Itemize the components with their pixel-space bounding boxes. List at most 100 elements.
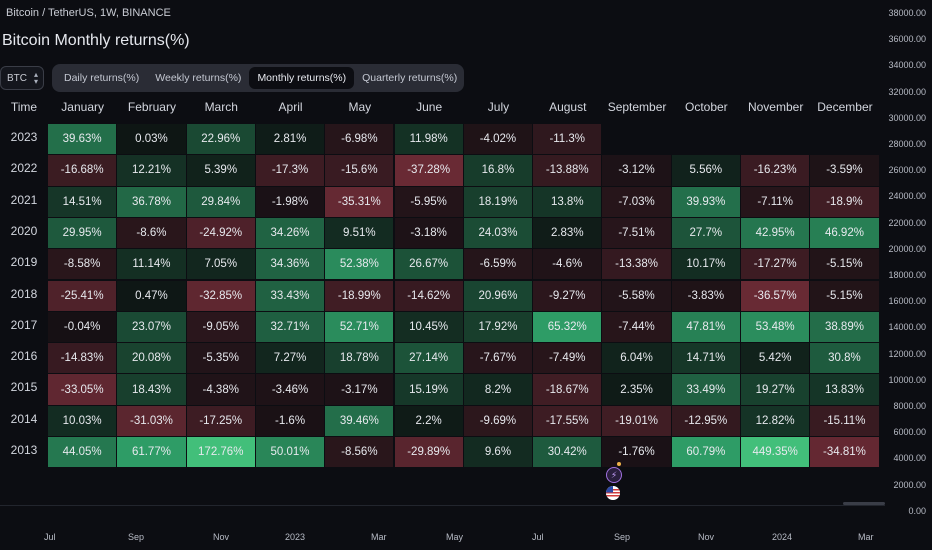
time-column-header: Time bbox=[10, 100, 38, 114]
return-cell: 46.92% bbox=[810, 217, 879, 249]
return-cell: -4.6% bbox=[533, 249, 602, 280]
return-cell: -7.44% bbox=[602, 311, 671, 343]
month-header-november: November bbox=[747, 100, 804, 114]
year-label: 2015 bbox=[10, 380, 38, 395]
return-cell: -9.05% bbox=[186, 311, 255, 343]
tab-monthly-returns[interactable]: Monthly returns(%) bbox=[249, 67, 355, 89]
price-tick-label: 16000.00 bbox=[888, 296, 926, 307]
month-header-april: April bbox=[278, 100, 303, 114]
return-cell: -13.88% bbox=[533, 155, 602, 186]
return-cell: 13.8% bbox=[533, 186, 602, 217]
return-cell: 9.51% bbox=[325, 217, 394, 249]
return-cell: -36.57% bbox=[741, 280, 810, 311]
chevron-updown-icon: ▴ ▾ bbox=[33, 70, 38, 86]
return-cell: 18.78% bbox=[325, 343, 394, 374]
return-cell: 5.39% bbox=[186, 155, 255, 186]
return-cell: 5.56% bbox=[671, 155, 740, 186]
return-cell: -3.17% bbox=[325, 374, 394, 405]
return-cell: 33.49% bbox=[671, 374, 740, 405]
return-cell: 17.92% bbox=[463, 311, 533, 343]
return-cell: -3.83% bbox=[671, 280, 740, 311]
return-cell: 42.95% bbox=[741, 217, 810, 249]
event-dot bbox=[617, 462, 621, 466]
month-header-december: December bbox=[817, 100, 873, 114]
return-cell: -35.31% bbox=[325, 186, 394, 217]
return-cell: -3.18% bbox=[394, 217, 463, 249]
year-label: 2023 bbox=[10, 130, 38, 144]
lightning-icon[interactable]: ⚡ bbox=[606, 467, 622, 483]
price-tick-label: 4000.00 bbox=[893, 453, 926, 464]
return-cell: 172.76% bbox=[186, 437, 255, 468]
return-cell: -7.03% bbox=[602, 186, 671, 217]
return-cell: -18.9% bbox=[810, 186, 879, 217]
return-cell: 10.03% bbox=[48, 405, 117, 436]
price-tick-label: 0.00 bbox=[908, 505, 926, 516]
return-cell: -6.98% bbox=[325, 124, 394, 155]
return-cell: 13.83% bbox=[810, 374, 879, 405]
return-cell: 22.96% bbox=[186, 124, 255, 155]
return-cell: -37.28% bbox=[394, 155, 463, 186]
price-tick-label: 34000.00 bbox=[888, 60, 926, 71]
tab-quarterly-returns[interactable]: Quarterly returns(%) bbox=[362, 72, 458, 84]
symbol-select[interactable]: BTC ▴ ▾ bbox=[0, 66, 44, 90]
return-cell: -5.15% bbox=[810, 249, 879, 280]
time-tick-label: May bbox=[446, 532, 464, 542]
return-cell: 27.7% bbox=[671, 217, 740, 249]
return-cell: -7.11% bbox=[741, 186, 810, 217]
chart-scroll-handle[interactable] bbox=[843, 502, 885, 505]
return-cell: 34.36% bbox=[255, 249, 325, 280]
return-cell: 10.17% bbox=[671, 249, 740, 280]
return-cell: 39.63% bbox=[48, 124, 117, 155]
return-cell: -31.03% bbox=[117, 405, 186, 436]
price-tick-label: 18000.00 bbox=[888, 270, 926, 280]
price-tick-label: 10000.00 bbox=[888, 374, 926, 385]
return-cell: -17.55% bbox=[533, 405, 602, 436]
return-cell: -1.98% bbox=[255, 186, 325, 217]
return-cell: -6.59% bbox=[463, 249, 533, 280]
return-cell: 2.2% bbox=[394, 405, 463, 436]
return-cell: -7.67% bbox=[463, 343, 533, 374]
return-cell: 9.6% bbox=[463, 437, 533, 468]
return-cell: -24.92% bbox=[186, 217, 255, 249]
return-cell: -15.11% bbox=[810, 405, 879, 436]
return-cell: -7.49% bbox=[533, 343, 602, 374]
return-cell: 2.35% bbox=[602, 374, 671, 405]
return-cell: -5.95% bbox=[394, 186, 463, 217]
time-tick-label: Mar bbox=[858, 532, 874, 542]
return-cell: -8.58% bbox=[48, 249, 117, 280]
return-cell: 34.26% bbox=[255, 217, 325, 249]
price-tick-label: 14000.00 bbox=[888, 322, 926, 333]
time-tick-label: 2024 bbox=[772, 532, 793, 542]
time-tick-label: Mar bbox=[371, 532, 387, 542]
return-cell: 0.03% bbox=[117, 124, 186, 155]
tab-daily-returns[interactable]: Daily returns(%) bbox=[64, 72, 140, 84]
return-cell: 16.8% bbox=[463, 155, 533, 186]
return-cell: -13.38% bbox=[602, 249, 671, 280]
return-cell bbox=[810, 124, 878, 154]
return-cell: -16.68% bbox=[48, 155, 117, 186]
return-cell: -3.46% bbox=[255, 374, 325, 405]
return-cell: 65.32% bbox=[533, 311, 602, 343]
time-tick-label: Nov bbox=[698, 532, 715, 542]
return-cell: 29.84% bbox=[186, 186, 255, 217]
month-header-march: March bbox=[204, 100, 238, 114]
year-label: 2020 bbox=[10, 223, 38, 238]
return-cell: 2.81% bbox=[255, 124, 325, 155]
return-cell: -25.41% bbox=[48, 280, 117, 311]
return-cell: -5.15% bbox=[810, 280, 879, 311]
return-cell: -17.27% bbox=[741, 249, 810, 280]
return-cell: 60.79% bbox=[671, 437, 740, 468]
return-cell: 14.51% bbox=[48, 186, 117, 217]
return-cell: 24.03% bbox=[463, 217, 533, 249]
return-cell: 61.77% bbox=[117, 437, 186, 468]
return-cell: 30.8% bbox=[810, 343, 879, 374]
price-tick-label: 24000.00 bbox=[888, 191, 926, 202]
us-flag-icon[interactable] bbox=[606, 486, 620, 500]
return-cell: 53.48% bbox=[741, 311, 810, 343]
time-tick-label: Nov bbox=[213, 532, 230, 542]
year-label: 2014 bbox=[10, 411, 38, 426]
year-label: 2016 bbox=[10, 349, 38, 364]
tab-weekly-returns[interactable]: Weekly returns(%) bbox=[155, 72, 242, 84]
return-cell: -34.81% bbox=[810, 437, 879, 468]
return-cell: 52.71% bbox=[325, 311, 394, 343]
